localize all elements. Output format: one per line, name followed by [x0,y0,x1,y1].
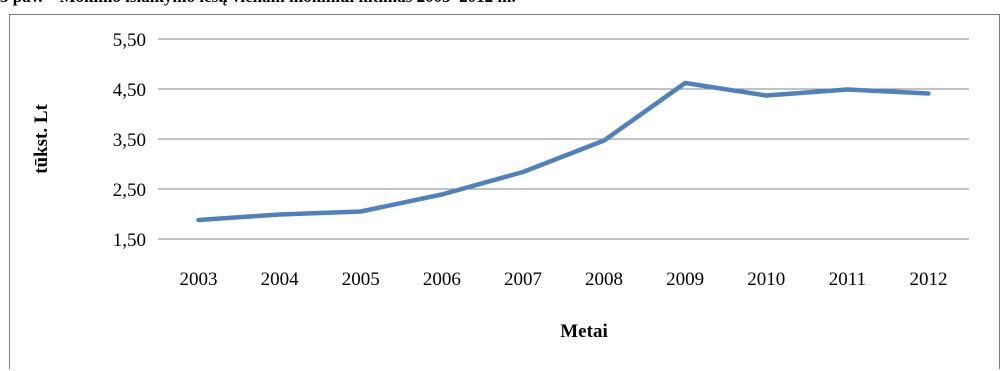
chart-frame [9,14,1000,369]
y-tick-label: 4,50 [113,80,146,101]
data-point [683,81,688,85]
x-tick-label: 2012 [909,269,947,290]
data-point [358,209,363,214]
x-tick-label: 2009 [666,269,704,290]
x-tick-label: 2003 [180,269,218,290]
data-point [277,212,282,217]
x-tick-label: 2011 [829,269,866,290]
y-tick-label: 3,50 [113,130,146,151]
x-tick-label: 2006 [423,269,461,290]
x-tick-label: 2005 [342,269,380,290]
y-tick-labels: 1,50 2,50 3,50 4,50 5,50 [113,30,146,251]
y-tick-label: 1,50 [113,230,146,251]
data-point [520,170,525,174]
x-tick-label: 2007 [504,269,542,290]
y-tick-label: 5,50 [113,30,146,51]
series-line [196,80,931,223]
y-axis-title: tūkst. Lt [31,103,52,173]
data-point [196,218,201,222]
x-tick-labels: 2003 2004 2005 2006 2007 2008 2009 2010 2011 2012 [180,269,948,290]
x-tick-label: 2004 [261,269,300,290]
data-point [439,192,444,197]
y-tick-label: 2,50 [113,180,146,201]
series-layer [196,80,931,223]
x-tick-label: 2010 [747,269,785,290]
x-axis-title: Metai [560,321,607,342]
data-point [602,138,607,143]
x-tick-label: 2008 [585,269,623,290]
gridlines [158,38,969,240]
data-point [764,93,769,98]
data-point [845,87,850,92]
figure-caption: 3 pav. – Mokinio išlaikymo lėšų vienam m… [0,0,1004,9]
data-point [926,91,931,96]
